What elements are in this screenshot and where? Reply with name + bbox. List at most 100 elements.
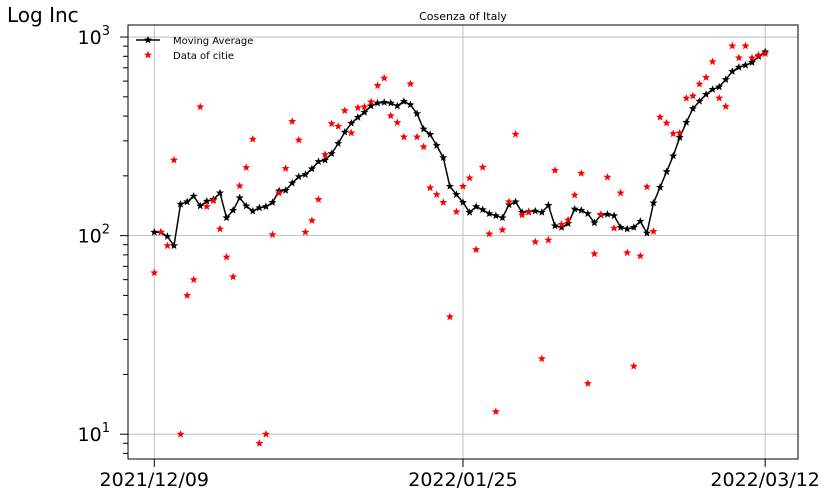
moving-average-point xyxy=(491,211,500,220)
moving-average-series xyxy=(150,47,770,250)
data-point xyxy=(288,117,297,125)
data-point xyxy=(321,150,330,158)
moving-average-point xyxy=(564,219,573,227)
moving-average-point xyxy=(255,203,264,212)
moving-average-point xyxy=(498,213,507,222)
data-point xyxy=(294,135,303,144)
y-tick-label: 103 xyxy=(78,24,110,49)
data-point xyxy=(583,379,592,387)
moving-average-point xyxy=(590,218,599,227)
data-point xyxy=(235,181,244,190)
moving-average-point xyxy=(504,200,513,209)
data-point xyxy=(761,49,770,58)
data-point xyxy=(564,215,573,224)
moving-average-point xyxy=(360,108,369,116)
axes: 2021/12/09 2022/01/25 2022/03/12 101 102 103 xyxy=(78,24,820,491)
moving-average-point xyxy=(196,201,205,210)
data-point xyxy=(215,224,224,233)
legend-star-swatch xyxy=(144,50,152,59)
moving-average-point xyxy=(150,228,159,236)
data-point xyxy=(596,210,605,218)
data-point xyxy=(603,172,612,181)
moving-average-point xyxy=(715,82,724,91)
moving-average-point xyxy=(413,109,422,118)
data-point xyxy=(399,132,408,141)
data-point xyxy=(478,163,487,171)
moving-average-point xyxy=(478,205,487,214)
data-point xyxy=(702,73,711,81)
moving-average-point xyxy=(662,167,671,176)
moving-average-point xyxy=(169,241,178,250)
moving-average-point xyxy=(649,198,658,207)
data-point xyxy=(734,53,743,62)
moving-average-point xyxy=(202,197,211,205)
data-point xyxy=(255,439,264,447)
legend-label-data: Data of citie xyxy=(173,51,234,62)
moving-average-point xyxy=(307,164,316,173)
data-point xyxy=(367,97,376,106)
data-point xyxy=(386,111,395,120)
moving-average-point xyxy=(728,67,737,75)
moving-average-point xyxy=(432,141,441,149)
data-point xyxy=(557,220,566,228)
moving-average-point xyxy=(603,210,612,218)
data-point xyxy=(715,93,724,102)
x-tick-label: 2022/01/25 xyxy=(408,469,518,491)
data-point xyxy=(373,81,382,89)
moving-average-point xyxy=(426,130,435,138)
data-point xyxy=(380,73,389,82)
moving-average-point xyxy=(288,178,297,187)
data-point xyxy=(360,102,369,111)
moving-average-point xyxy=(163,232,172,240)
data-point xyxy=(196,102,205,111)
moving-average-point xyxy=(557,223,566,231)
data-point xyxy=(261,429,270,438)
moving-average-point xyxy=(748,58,757,66)
data-point xyxy=(577,169,586,177)
moving-average-point xyxy=(176,199,185,208)
data-point xyxy=(504,197,513,206)
data-point xyxy=(150,268,159,277)
moving-average-point xyxy=(741,61,750,69)
data-point xyxy=(550,166,559,174)
data-point xyxy=(721,102,730,110)
data-point xyxy=(511,130,520,138)
data-point xyxy=(498,225,507,234)
moving-average-line xyxy=(154,51,766,248)
moving-average-point xyxy=(472,202,481,210)
data-point xyxy=(518,210,527,219)
moving-average-point xyxy=(531,206,540,215)
moving-average-point xyxy=(373,98,382,107)
moving-average-point xyxy=(215,188,224,197)
data-point xyxy=(524,208,533,216)
data-point xyxy=(426,183,435,192)
data-point xyxy=(156,228,165,236)
moving-average-point xyxy=(636,217,645,225)
moving-average-point xyxy=(445,182,454,190)
moving-average-point xyxy=(281,186,290,194)
moving-average-point xyxy=(183,197,192,206)
moving-average-point xyxy=(301,170,310,178)
data-point xyxy=(432,190,441,198)
data-point xyxy=(301,228,310,236)
moving-average-point xyxy=(327,149,336,157)
data-point xyxy=(656,112,665,121)
data-point xyxy=(445,312,454,321)
data-point xyxy=(465,173,474,182)
data-point xyxy=(485,229,494,238)
data-point xyxy=(176,429,185,438)
data-point xyxy=(531,237,540,246)
data-point xyxy=(327,119,336,128)
data-point xyxy=(675,128,684,137)
data-point xyxy=(202,202,211,210)
moving-average-point xyxy=(189,191,198,200)
data-point xyxy=(649,227,658,235)
x-tick-label: 2022/03/12 xyxy=(710,469,820,491)
data-point xyxy=(439,198,448,206)
data-point xyxy=(748,53,757,62)
moving-average-point xyxy=(393,101,402,110)
moving-average-point xyxy=(334,139,343,147)
data-point xyxy=(459,182,467,190)
moving-average-point xyxy=(261,202,270,210)
